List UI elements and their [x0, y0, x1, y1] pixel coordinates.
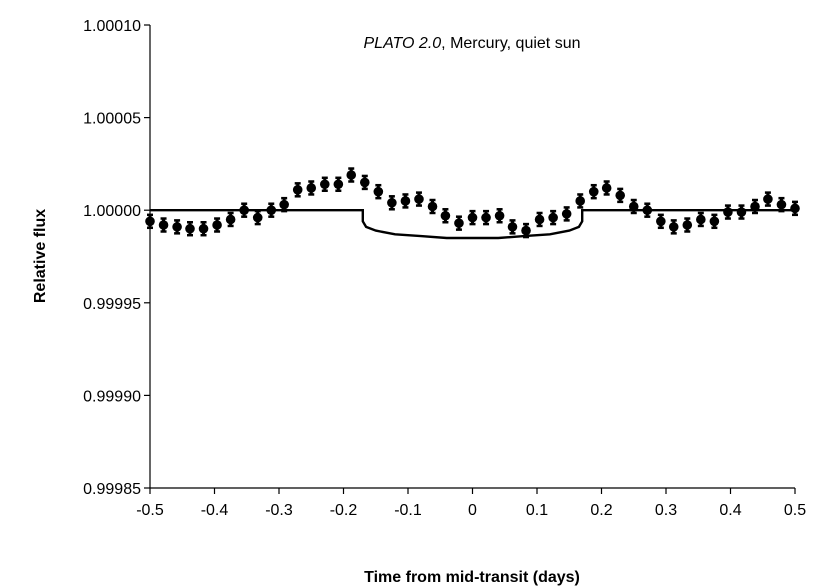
data-point — [548, 212, 558, 223]
data-point — [346, 170, 357, 180]
data-point — [427, 201, 438, 212]
data-point — [414, 194, 424, 204]
data-point — [145, 216, 155, 227]
x-tick-label: 0.4 — [719, 502, 741, 519]
data-point — [373, 186, 384, 197]
data-point — [387, 197, 397, 208]
data-point — [763, 194, 773, 204]
y-tick-label: 1.00005 — [83, 111, 141, 128]
data-point — [225, 214, 236, 225]
y-tick-label: 0.99990 — [83, 388, 141, 405]
chart-title-rest: , Mercury, quiet sun — [441, 35, 580, 52]
data-point — [682, 220, 693, 230]
data-point — [481, 212, 491, 223]
data-point — [628, 201, 639, 212]
data-point — [736, 207, 747, 217]
transit-model-layer — [150, 209, 795, 240]
x-tick-label: -0.1 — [394, 502, 422, 519]
data-point — [709, 216, 720, 227]
y-tick-label: 0.99985 — [83, 481, 141, 498]
data-point — [521, 225, 531, 236]
x-tick-label: -0.2 — [330, 502, 358, 519]
y-tick-label: 1.00000 — [83, 203, 141, 220]
data-point — [776, 199, 787, 210]
transit-model-line — [150, 209, 795, 240]
data-point — [158, 220, 169, 230]
x-tick-label: -0.3 — [265, 502, 293, 519]
data-point — [239, 205, 249, 215]
data-point — [319, 179, 330, 190]
data-point — [750, 201, 760, 212]
data-point — [723, 207, 733, 217]
data-point — [359, 177, 370, 188]
data-point — [440, 210, 451, 221]
data-point — [400, 196, 411, 206]
data-point — [790, 203, 800, 214]
x-tick-label: 0 — [468, 502, 477, 519]
data-point — [467, 212, 478, 223]
data-point — [212, 220, 222, 230]
x-tick-label: -0.4 — [201, 502, 229, 519]
data-point — [601, 183, 612, 193]
data-point — [494, 210, 505, 221]
data-point — [668, 222, 679, 232]
chart-title: PLATO 2.0, Mercury, quiet sun — [364, 35, 581, 52]
axes: 0.99985 0.99990 0.99995 1.00000 1.00005 1.000… — [83, 18, 806, 519]
data-point — [266, 205, 277, 215]
data-point — [642, 205, 653, 215]
data-point — [575, 196, 586, 206]
data-point — [534, 214, 545, 225]
data-point — [615, 190, 626, 201]
data-point — [561, 209, 572, 219]
data-point — [172, 222, 182, 232]
x-tick-label: 0.3 — [655, 502, 677, 519]
x-tick-label: 0.2 — [590, 502, 612, 519]
data-point — [292, 185, 303, 195]
data-point — [696, 214, 706, 225]
y-axis-title: Relative flux — [32, 209, 49, 303]
x-tick-label: -0.5 — [136, 502, 164, 519]
data-point — [252, 212, 263, 223]
y-tick-label: 0.99995 — [83, 296, 141, 313]
data-point — [333, 179, 344, 190]
x-axis-title: Time from mid-transit (days) — [364, 569, 580, 586]
data-points-layer — [145, 167, 800, 239]
data-point — [454, 218, 464, 228]
data-point — [588, 186, 599, 197]
data-point — [198, 223, 209, 234]
x-tick-label: 0.1 — [526, 502, 548, 519]
data-point — [279, 199, 289, 210]
data-point — [185, 223, 195, 234]
data-point — [656, 216, 666, 227]
x-tick-label: 0.5 — [784, 502, 806, 519]
y-tick-label: 1.00010 — [83, 18, 141, 35]
chart-title-italic: PLATO 2.0 — [364, 35, 442, 52]
data-point — [306, 183, 317, 193]
data-point — [507, 222, 518, 232]
